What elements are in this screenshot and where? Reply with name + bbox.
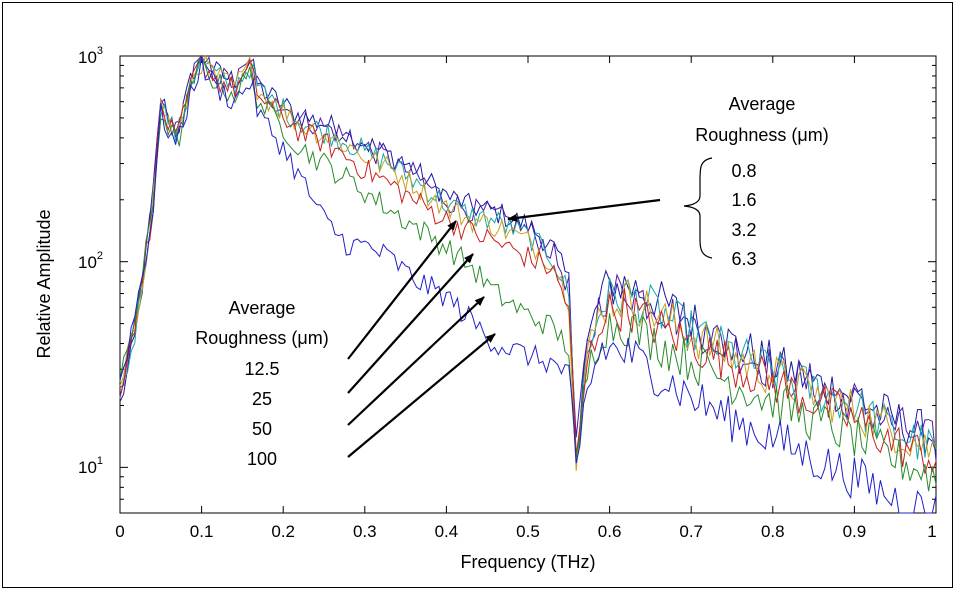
x-tick-label: 0.9 xyxy=(843,522,867,541)
arrow-12-5 xyxy=(347,220,457,360)
curly-brace xyxy=(683,157,713,259)
y-tick-exp: 2 xyxy=(97,250,103,262)
series-group xyxy=(119,54,937,514)
series-line xyxy=(119,54,937,474)
y-axis-label: Relative Amplitude xyxy=(34,209,54,358)
y-tick-label: 101 xyxy=(78,455,103,477)
annotation-value: 3.2 xyxy=(731,220,756,240)
arrow-25 xyxy=(347,253,474,394)
x-tick-label: 0.5 xyxy=(516,522,540,541)
annotation-value: 1.6 xyxy=(731,190,756,210)
x-tick-label: 0.1 xyxy=(190,522,214,541)
x-tick-label: 0.3 xyxy=(353,522,377,541)
y-tick-labels: 101 102 103 xyxy=(78,45,103,477)
y-tick-exp: 3 xyxy=(97,45,103,57)
series-line xyxy=(119,56,937,514)
annotation-value: 6.3 xyxy=(731,249,756,269)
annotation-value: 25 xyxy=(252,389,272,409)
x-axis-label: Frequency (THz) xyxy=(460,552,595,572)
x-tick-label: 1 xyxy=(927,522,936,541)
annotation-value: 50 xyxy=(252,419,272,439)
x-tick-label: 0.6 xyxy=(598,522,622,541)
series-line xyxy=(119,54,937,471)
arrow-right-group xyxy=(507,198,661,222)
y-tick-base: 10 xyxy=(78,458,97,477)
tick-marks xyxy=(119,55,937,514)
annotation-value: 0.8 xyxy=(731,161,756,181)
annotation-arrows xyxy=(347,198,661,458)
annotation-heading: Roughness (μm) xyxy=(695,125,828,145)
annotation-left: Average Roughness (μm) 12.5 25 50 100 xyxy=(195,298,328,469)
annotation-right: Average Roughness (μm) 0.8 1.6 3.2 6.3 xyxy=(695,94,828,269)
annotation-heading: Average xyxy=(229,298,296,318)
y-tick-label: 102 xyxy=(78,250,103,272)
x-tick-label: 0.2 xyxy=(271,522,295,541)
arrow-50 xyxy=(347,296,485,426)
y-tick-base: 10 xyxy=(78,253,97,272)
y-tick-label: 103 xyxy=(78,45,103,67)
arrow-100 xyxy=(347,333,496,458)
annotation-value: 100 xyxy=(247,449,277,469)
annotation-heading: Roughness (μm) xyxy=(195,328,328,348)
x-tick-label: 0.8 xyxy=(761,522,785,541)
x-tick-label: 0 xyxy=(115,522,124,541)
x-tick-labels: 0 0.1 0.2 0.3 0.4 0.5 0.6 0.7 0.8 0.9 1 xyxy=(115,522,936,541)
annotation-heading: Average xyxy=(729,94,796,114)
y-tick-base: 10 xyxy=(78,48,97,67)
x-tick-label: 0.7 xyxy=(679,522,703,541)
x-tick-label: 0.4 xyxy=(435,522,459,541)
annotation-value: 12.5 xyxy=(244,359,279,379)
y-tick-exp: 1 xyxy=(97,455,103,467)
